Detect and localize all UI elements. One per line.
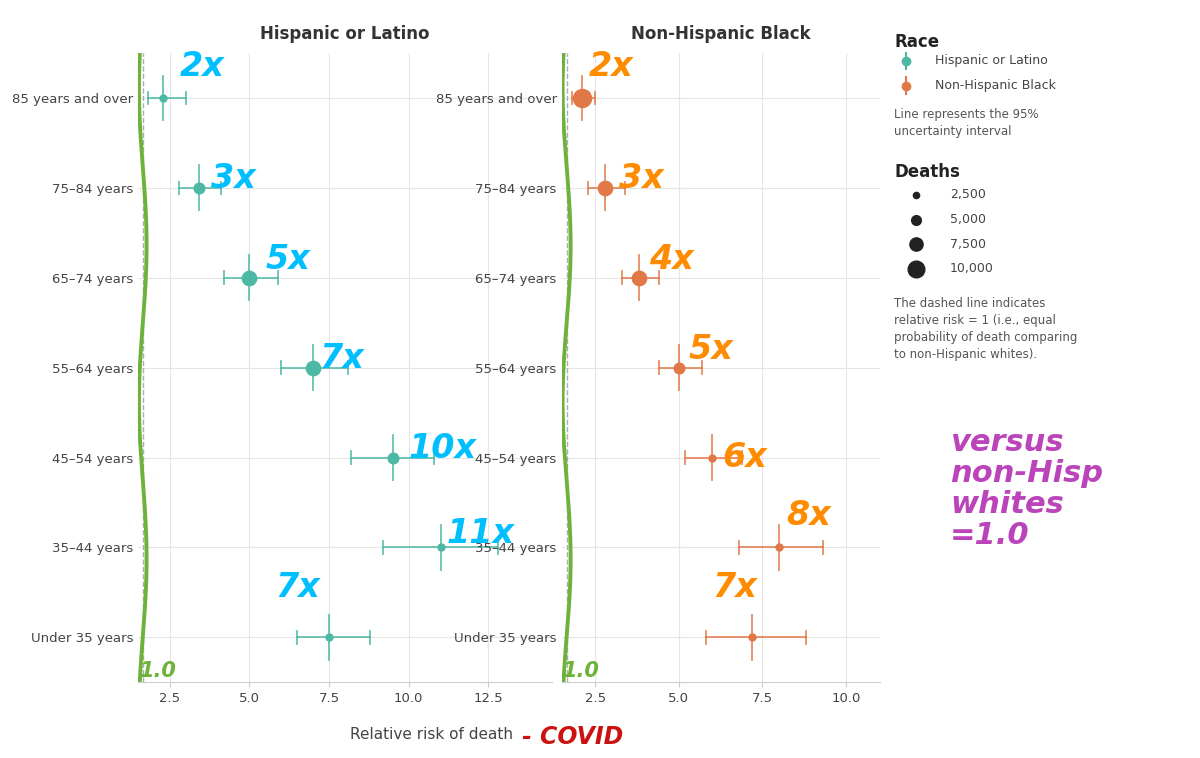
Text: 1.0: 1.0 xyxy=(139,661,175,681)
Text: 6x: 6x xyxy=(722,441,767,474)
Text: 5x: 5x xyxy=(265,243,310,276)
Text: 2,500: 2,500 xyxy=(950,189,986,202)
Text: 10,000: 10,000 xyxy=(950,262,994,275)
Text: The dashed line indicates
relative risk = 1 (i.e., equal
probability of death co: The dashed line indicates relative risk … xyxy=(894,297,1078,361)
Text: 11x: 11x xyxy=(446,518,515,550)
Text: - COVID: - COVID xyxy=(522,725,623,750)
Text: versus
non-Hisp
whites
=1.0: versus non-Hisp whites =1.0 xyxy=(950,428,1103,550)
Text: 3x: 3x xyxy=(618,162,664,196)
Title: Non-Hispanic Black: Non-Hispanic Black xyxy=(631,25,810,43)
Text: Race: Race xyxy=(894,33,940,51)
Text: 7,500: 7,500 xyxy=(950,238,986,251)
Text: 7x: 7x xyxy=(319,342,365,375)
Text: 5,000: 5,000 xyxy=(950,213,986,226)
Text: 5x: 5x xyxy=(689,334,733,366)
Text: Line represents the 95%
uncertainty interval: Line represents the 95% uncertainty inte… xyxy=(894,108,1039,138)
Text: Hispanic or Latino: Hispanic or Latino xyxy=(935,55,1048,67)
Text: 2x: 2x xyxy=(180,50,224,83)
Text: 3x: 3x xyxy=(211,162,256,196)
Text: 2x: 2x xyxy=(588,50,634,83)
Text: 8x: 8x xyxy=(786,500,830,532)
Text: Relative risk of death: Relative risk of death xyxy=(350,727,514,742)
Text: 4x: 4x xyxy=(649,243,694,276)
Text: 7x: 7x xyxy=(713,572,757,604)
Title: Hispanic or Latino: Hispanic or Latino xyxy=(260,25,430,43)
Text: 10x: 10x xyxy=(409,432,476,465)
Text: 7x: 7x xyxy=(275,572,319,604)
Text: 1.0: 1.0 xyxy=(563,661,599,681)
Text: Deaths: Deaths xyxy=(894,163,960,181)
Text: Non-Hispanic Black: Non-Hispanic Black xyxy=(935,79,1056,92)
